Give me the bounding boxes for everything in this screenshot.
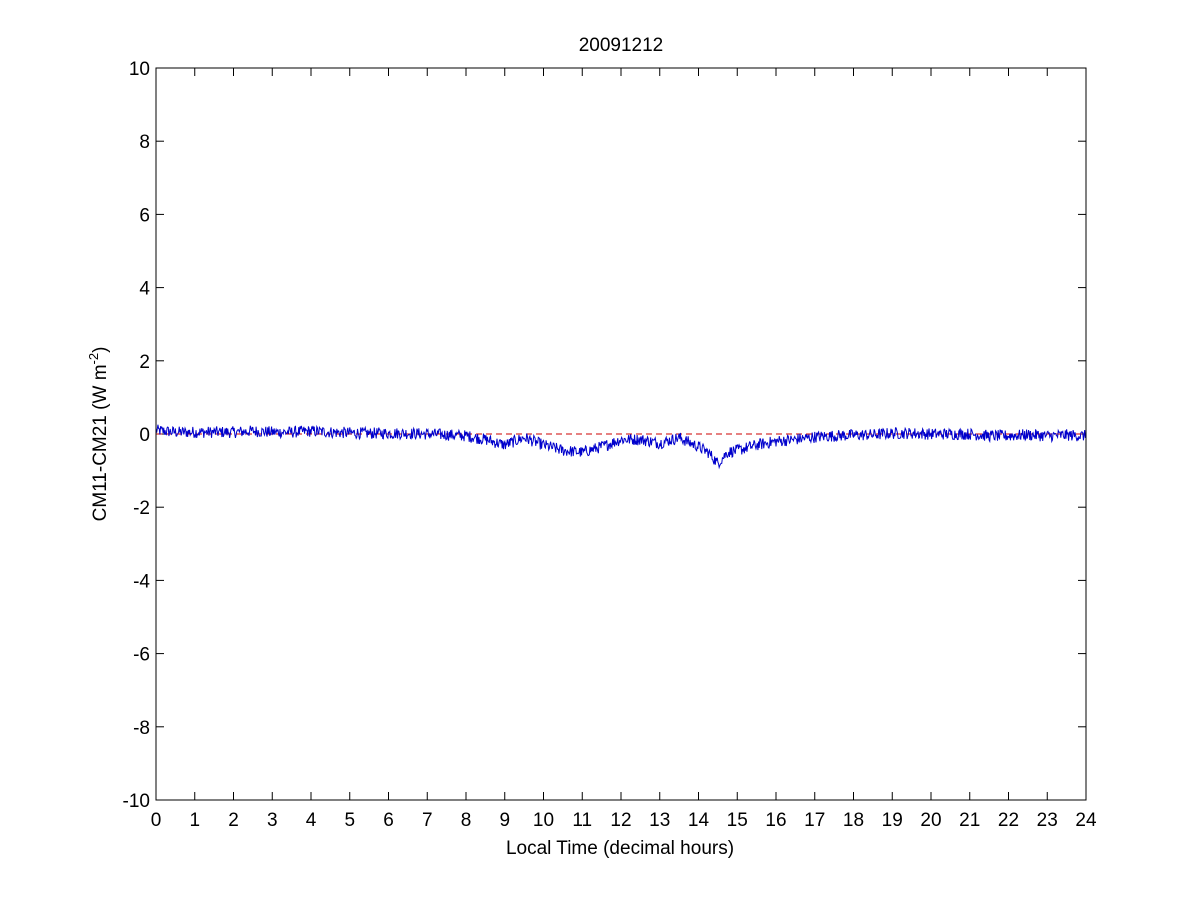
- y-axis-label-close: ): [90, 347, 111, 353]
- y-tick-label: -2: [133, 498, 150, 519]
- x-tick-label: 4: [306, 810, 317, 831]
- x-tick-label: 23: [1037, 810, 1058, 831]
- y-axis-label-exponent: -2: [86, 353, 101, 365]
- y-axis-label: CM11-CM21 (W m-2): [86, 347, 111, 522]
- chart-title: 20091212: [579, 35, 664, 56]
- x-tick-label: 17: [804, 810, 825, 831]
- x-tick-label: 5: [344, 810, 355, 831]
- x-tick-label: 14: [688, 810, 710, 831]
- axes-box: [155, 67, 1087, 801]
- y-tick-label: 6: [139, 205, 150, 226]
- x-tick-label: 24: [1075, 810, 1097, 831]
- x-tick-label: 12: [610, 810, 631, 831]
- x-tick-label: 2: [228, 810, 239, 831]
- y-axis-label-main: CM11-CM21 (W m: [90, 364, 111, 521]
- x-tick-label: 1: [189, 810, 200, 831]
- y-tick-label: 2: [139, 352, 150, 373]
- y-tick-label: 8: [139, 132, 150, 153]
- x-tick-label: 6: [383, 810, 394, 831]
- series-layer: [155, 424, 1087, 470]
- x-tick-label: 21: [959, 810, 980, 831]
- x-tick-label: 10: [533, 810, 554, 831]
- x-tick-label: 7: [422, 810, 433, 831]
- x-tick-label: 0: [151, 810, 162, 831]
- y-tick-label: -8: [133, 718, 150, 739]
- y-tick-label: -6: [133, 645, 150, 666]
- x-tick-label: 18: [843, 810, 864, 831]
- x-tick-label: 8: [461, 810, 472, 831]
- x-tick-label: 3: [267, 810, 278, 831]
- x-tick-label: 11: [572, 810, 592, 831]
- y-tick-label: -4: [133, 571, 150, 592]
- y-tick-label: 10: [129, 59, 150, 80]
- y-tick-label: -10: [123, 791, 150, 812]
- y-tick-label: 0: [139, 425, 150, 446]
- x-tick-label: 20: [920, 810, 941, 831]
- x-tick-label: 22: [998, 810, 1019, 831]
- x-tick-label: 13: [649, 810, 670, 831]
- x-tick-label: 16: [765, 810, 786, 831]
- x-axis-label: Local Time (decimal hours): [506, 838, 734, 859]
- x-tick-label: 19: [882, 810, 903, 831]
- x-tick-label: 9: [499, 810, 510, 831]
- series-line-cm11-cm21: [155, 424, 1087, 470]
- labels-layer: 0 1 2 3 4 5 6 7 8 9 10 11 12 13 14 15 16 17 18 19 20 21 22 23 24…: [123, 59, 1097, 831]
- y-tick-label: 4: [139, 279, 150, 300]
- x-tick-label: 15: [727, 810, 748, 831]
